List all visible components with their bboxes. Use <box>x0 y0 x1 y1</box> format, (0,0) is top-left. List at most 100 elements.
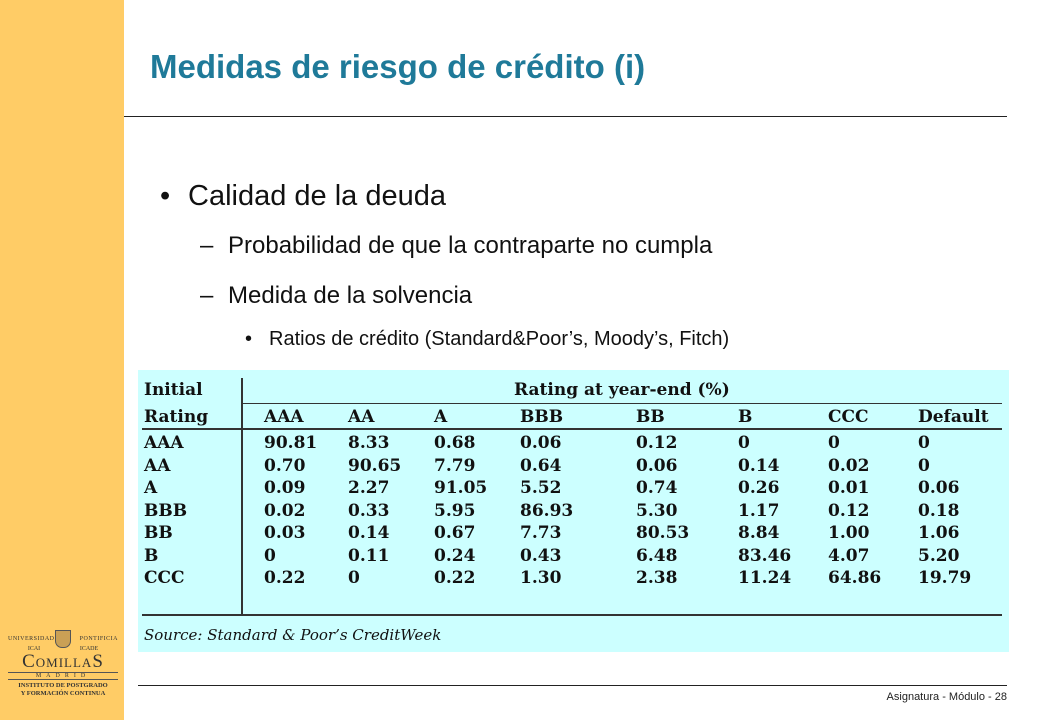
table-cell: 11.24 <box>738 568 792 588</box>
table-cell: 86.93 <box>520 500 574 521</box>
header-rating-at-year-end: Rating at year-end (%) <box>514 380 730 400</box>
sidebar-band <box>0 0 124 720</box>
table-cell: 0.14 <box>738 455 780 476</box>
row-rating-label: BB <box>144 523 173 543</box>
table-cell: 1.30 <box>520 568 562 588</box>
column-header: AA <box>348 407 375 427</box>
column-header: B <box>738 407 753 427</box>
table-cell: 4.07 <box>828 545 870 566</box>
column-header: CCC <box>828 407 869 427</box>
table-cell: 0.24 <box>434 545 476 566</box>
table-cell: 0.06 <box>918 478 960 498</box>
table-cell: 0.70 <box>264 455 306 476</box>
logo-mid-left: ICAI <box>27 646 41 652</box>
table-cell: 0 <box>828 433 840 453</box>
table-cell: 0.02 <box>264 500 306 521</box>
rating-transition-table: Initial Rating at year-end (%) Rating So… <box>138 370 1009 652</box>
table-cell: 8.33 <box>348 433 390 453</box>
table-cell: 8.84 <box>738 523 780 543</box>
table-cell: 0.06 <box>520 433 562 453</box>
column-header: BB <box>636 407 665 427</box>
bullet-level1-text: Calidad de la deuda <box>188 180 446 212</box>
table-cell: 0.67 <box>434 523 476 543</box>
table-cell: 64.86 <box>828 568 882 588</box>
bullet-level2-second-text: Medida de la solvencia <box>228 282 473 309</box>
table-cell: 0.64 <box>520 455 562 476</box>
table-cell: 0 <box>348 568 360 588</box>
table-source: Source: Standard & Poor’s CreditWeek <box>144 626 442 644</box>
title-divider <box>124 116 1007 117</box>
table-cell: 5.20 <box>918 545 960 566</box>
table-cell: 80.53 <box>636 523 690 543</box>
table-cell: 0 <box>264 545 276 566</box>
bullet-level3-text: Ratios de crédito (Standard&Poor’s, Mood… <box>269 328 730 350</box>
table-cell: 0.26 <box>738 478 780 498</box>
table-cell: 0.09 <box>264 478 306 498</box>
table-cell: 7.73 <box>520 523 562 543</box>
row-rating-label: CCC <box>144 568 185 588</box>
table-cell: 1.06 <box>918 523 960 543</box>
table-cell: 2.27 <box>348 478 390 498</box>
bullet-level1: • Calidad de la deuda <box>160 180 446 213</box>
table-cell: 0.01 <box>828 478 870 498</box>
table-cell: 0.02 <box>828 455 870 476</box>
table-cell: 0.68 <box>434 433 476 453</box>
table-cell: 90.81 <box>264 433 318 453</box>
logo-top-right: PONTIFICIA <box>79 636 118 642</box>
header-initial: Initial <box>144 380 203 400</box>
table-cell: 19.79 <box>918 568 972 588</box>
crest-icon <box>55 630 71 648</box>
table-column-header-rule <box>142 428 1002 430</box>
row-rating-label: B <box>144 545 159 566</box>
table-cell: 0.12 <box>636 433 678 453</box>
table-cell: 5.30 <box>636 500 678 521</box>
table-cell: 0.06 <box>636 455 678 476</box>
row-rating-label: AAA <box>144 433 184 453</box>
bullet-level3: • Ratios de crédito (Standard&Poor’s, Moo… <box>245 328 729 351</box>
table-header-rule <box>242 403 1002 404</box>
table-cell: 91.05 <box>434 478 488 498</box>
table-vertical-rule <box>241 378 243 614</box>
table-cell: 0.18 <box>918 500 960 521</box>
logo-institute-line2: Y FORMACIÓN CONTINUA <box>20 690 106 697</box>
dash-icon: – <box>200 282 214 309</box>
row-rating-label: BBB <box>144 500 188 521</box>
table-cell: 0.03 <box>264 523 306 543</box>
table-cell: 0 <box>738 433 750 453</box>
table-cell: 0.14 <box>348 523 390 543</box>
bullet-level2-first-text: Probabilidad de que la contraparte no cu… <box>228 232 713 259</box>
table-cell: 0.22 <box>434 568 476 588</box>
slide-title: Medidas de riesgo de crédito (i) <box>150 48 646 85</box>
logo-top-left: UNIVERSIDAD <box>8 636 55 642</box>
column-header: BBB <box>520 407 564 427</box>
table-cell: 6.48 <box>636 545 678 566</box>
logo-mid-right: ICADE <box>79 646 99 652</box>
table-cell: 0 <box>918 433 930 453</box>
table-cell: 90.65 <box>348 455 402 476</box>
university-logo: UNIVERSIDAD PONTIFICIA ICAI ICADE Comill… <box>8 630 118 710</box>
table-cell: 0.12 <box>828 500 870 521</box>
table-cell: 0 <box>918 455 930 476</box>
dash-icon: – <box>200 232 214 259</box>
row-rating-label: A <box>144 478 158 498</box>
footer-divider <box>138 685 1007 686</box>
logo-city: MADRID <box>8 672 118 680</box>
table-bottom-rule <box>142 614 1002 616</box>
table-cell: 2.38 <box>636 568 678 588</box>
table-cell: 0.43 <box>520 545 562 566</box>
table-cell: 7.79 <box>434 455 476 476</box>
bullet-dot-icon: • <box>245 328 253 350</box>
header-rating: Rating <box>144 407 209 427</box>
table-cell: 1.17 <box>738 500 780 521</box>
column-header: AAA <box>264 407 304 427</box>
table-cell: 83.46 <box>738 545 792 566</box>
bullet-level2-second: – Medida de la solvencia <box>200 282 472 310</box>
table-cell: 0.22 <box>264 568 306 588</box>
row-rating-label: AA <box>144 455 171 476</box>
column-header: Default <box>918 407 989 427</box>
logo-institute-line1: INSTITUTO DE POSTGRADO <box>18 682 108 689</box>
table-cell: 5.95 <box>434 500 476 521</box>
table-cell: 5.52 <box>520 478 562 498</box>
bullet-level2-first: – Probabilidad de que la contraparte no c… <box>200 232 712 260</box>
bullet-dot-icon: • <box>160 180 171 212</box>
